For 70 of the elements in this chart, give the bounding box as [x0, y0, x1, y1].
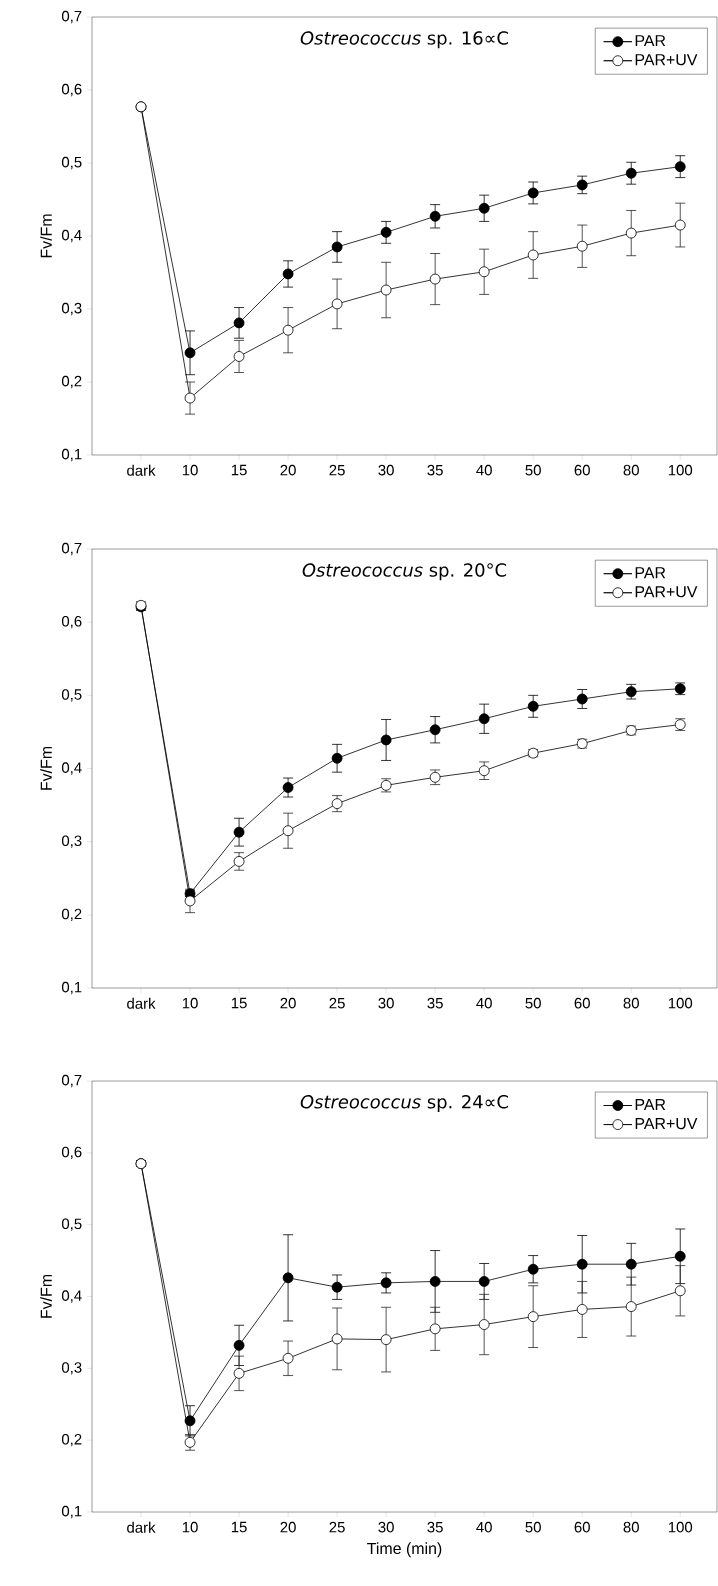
y-tick-label: 0,6	[61, 83, 82, 97]
x-tick-label: 35	[427, 464, 443, 476]
text: Ostreococcus sp. 24∝C	[300, 1094, 509, 1113]
legend-label: PAR	[635, 1098, 666, 1110]
y-tick-label: 0,7	[61, 1074, 82, 1088]
text: Ostreococcus sp. 16∝C	[300, 31, 509, 49]
y-tick-label: 0,6	[61, 616, 82, 629]
y-axis-title: Fv/Fm	[40, 746, 52, 790]
x-tick-label: 50	[525, 1521, 541, 1533]
y-axis-title: Fv/Fm	[40, 214, 52, 258]
x-tick-label: 20	[280, 464, 296, 476]
y-tick-label: 0,3	[61, 835, 82, 848]
legend-label: PAR+UV	[635, 54, 698, 66]
y-tick-label: 0,4	[61, 1290, 82, 1303]
legend-label: PAR+UV	[635, 586, 698, 598]
x-tick-label: 25	[329, 997, 345, 1009]
legend-label: PAR	[635, 567, 666, 579]
x-tick-label: 100	[668, 997, 693, 1009]
y-tick-label: 0,2	[61, 908, 82, 922]
x-tick-label: 30	[378, 1521, 394, 1533]
x-tick-label: 10	[182, 464, 198, 476]
x-tick-label: 80	[623, 1521, 639, 1533]
y-tick-label: 0,6	[61, 1146, 82, 1160]
y-tick-label: 0,1	[61, 1505, 82, 1519]
x-tick-label: 15	[231, 1521, 247, 1533]
x-axis-title: Time (min)	[367, 1542, 442, 1558]
x-tick-label: 60	[574, 997, 590, 1009]
x-tick-label: 30	[378, 997, 394, 1009]
y-tick-label: 0,2	[61, 375, 82, 389]
x-tick-label: 80	[623, 464, 639, 476]
x-tick-label: dark	[127, 1521, 156, 1533]
y-tick-label: 0,4	[61, 229, 82, 243]
x-tick-label: 60	[574, 464, 590, 476]
x-tick-label: 40	[476, 997, 492, 1009]
y-tick-label: 0,1	[61, 981, 82, 995]
y-tick-label: 0,7	[61, 542, 82, 556]
x-tick-label: 40	[476, 464, 492, 476]
x-tick-label: 10	[182, 1521, 198, 1533]
y-tick-label: 0,3	[61, 1362, 82, 1375]
y-tick-label: 0,5	[61, 689, 82, 702]
y-tick-label: 0,2	[61, 1434, 82, 1447]
y-axis-title: Fv/Fm	[40, 1274, 52, 1318]
x-tick-label: 50	[525, 464, 541, 476]
y-tick-label: 0,3	[61, 302, 82, 316]
x-tick-label: dark	[127, 997, 156, 1009]
y-tick-label: 0,1	[61, 448, 82, 462]
text: Ostreococcus sp. 20°C	[302, 563, 507, 581]
x-tick-label: dark	[127, 464, 156, 476]
x-tick-label: 20	[280, 997, 296, 1009]
x-tick-label: 35	[427, 1521, 443, 1533]
x-tick-label: 50	[525, 997, 541, 1009]
y-tick-label: 0,7	[61, 10, 82, 24]
legend-label: PAR+UV	[635, 1118, 698, 1130]
y-tick-label: 0,4	[61, 762, 82, 775]
x-tick-label: 35	[427, 997, 443, 1009]
x-tick-label: 60	[574, 1521, 590, 1533]
x-tick-label: 25	[329, 1521, 345, 1533]
x-tick-label: 15	[231, 997, 247, 1009]
x-tick-label: 30	[378, 464, 394, 476]
x-tick-label: 80	[623, 997, 639, 1009]
y-tick-label: 0,5	[61, 1218, 82, 1231]
x-tick-label: 10	[182, 997, 198, 1009]
y-tick-label: 0,5	[61, 156, 82, 170]
x-tick-label: 25	[329, 464, 345, 476]
x-tick-label: 15	[231, 464, 247, 476]
x-tick-label: 40	[476, 1521, 492, 1533]
x-tick-label: 100	[668, 1521, 693, 1533]
x-tick-label: 20	[280, 1521, 296, 1533]
legend-label: PAR	[635, 35, 666, 47]
x-tick-label: 100	[668, 464, 693, 476]
